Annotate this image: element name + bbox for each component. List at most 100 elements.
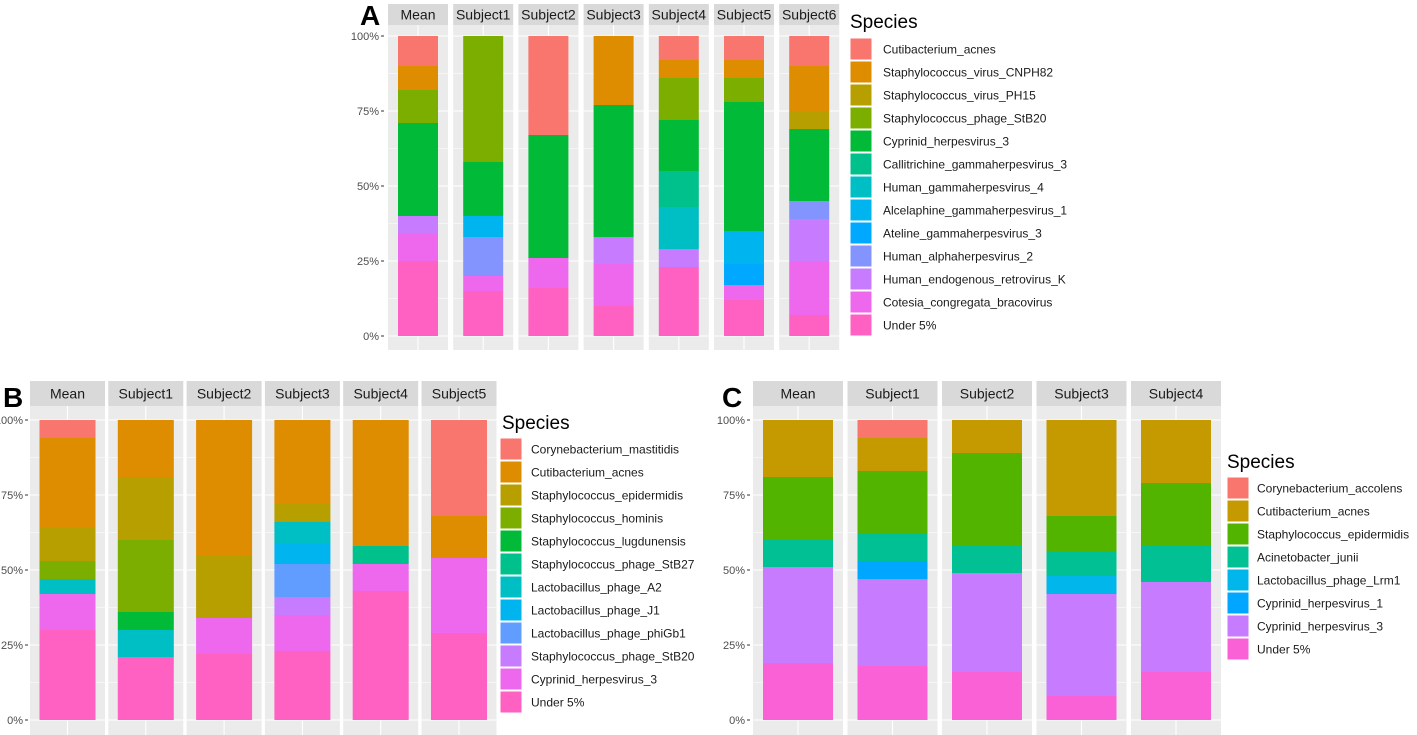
facet-subject2: Subject2: [186, 381, 262, 735]
facet-subject4: Subject4: [343, 381, 419, 735]
legend-key: [499, 437, 523, 461]
bar-segment: [528, 135, 569, 258]
legend-key: [1226, 545, 1250, 569]
legend-label: Human_gammaherpesvirus_4: [883, 181, 1044, 195]
bar-segment: [463, 237, 504, 276]
bar-segment: [763, 420, 833, 477]
legend-label: Cutibacterium_acnes: [531, 466, 644, 480]
legend-key: [499, 667, 523, 691]
y-tick-label: 75%: [1, 490, 23, 502]
facet-strip-label: Subject5: [717, 7, 772, 23]
bar-segment: [658, 249, 699, 267]
bar-segment: [1141, 483, 1211, 546]
bar-segment: [1046, 516, 1117, 552]
bar-segment: [952, 453, 1022, 546]
bar-segment: [1141, 420, 1211, 483]
legend-label: Human_endogenous_retrovirus_K: [883, 273, 1066, 287]
bar-segment: [1046, 594, 1117, 696]
bar-segment: [1046, 696, 1117, 720]
facet-subject1: Subject1: [453, 4, 514, 350]
legend-key: [1226, 499, 1250, 523]
facet-strip: [264, 381, 340, 406]
legend-key: [1226, 637, 1250, 661]
bar-segment: [763, 540, 833, 567]
facet-strip: [648, 4, 709, 25]
legend-key: [849, 267, 873, 291]
bar-segment: [789, 129, 830, 201]
bar-segment: [857, 438, 928, 471]
bar-segment: [117, 612, 174, 630]
legend-label: Cyprinid_herpesvirus_1: [1257, 597, 1383, 611]
bar-segment: [39, 561, 96, 579]
facet-subject1: Subject1: [108, 381, 184, 735]
bar-segment: [593, 36, 634, 105]
bar-segment: [463, 36, 504, 162]
facet-subject1: Subject1: [847, 381, 938, 735]
bar-segment: [39, 528, 96, 561]
bar-segment: [39, 438, 96, 528]
bar-segment: [528, 288, 569, 336]
legend-label: Human_alphaherpesvirus_2: [883, 250, 1033, 264]
legend-key: [849, 290, 873, 314]
bar-segment: [789, 261, 830, 315]
facet-strip-label: Subject1: [119, 386, 174, 402]
bar-segment: [593, 237, 634, 264]
panel-label: C: [722, 382, 742, 413]
bar-segment: [463, 291, 504, 336]
bar-segment: [463, 216, 504, 237]
facet-strip: [108, 381, 184, 406]
bar-segment: [789, 66, 830, 111]
bar-segment: [763, 663, 833, 720]
bar-segment: [398, 36, 438, 66]
bar-segment: [658, 36, 699, 60]
bar-segment: [1141, 546, 1211, 582]
bar-segment: [117, 630, 174, 657]
facet-subject3: Subject3: [583, 4, 644, 350]
facet-mean: Mean: [30, 381, 105, 735]
legend-label: Cutibacterium_acnes: [1257, 505, 1370, 519]
bar-segment: [952, 672, 1022, 720]
y-tick-label: 50%: [723, 565, 745, 577]
bar-segment: [398, 123, 438, 216]
facet-strip-label: Subject2: [521, 7, 576, 23]
bar-segment: [952, 420, 1022, 453]
facet-subject4: Subject4: [1131, 381, 1221, 735]
legend-label: Ateline_gammaherpesvirus_3: [883, 227, 1042, 241]
bar-segment: [196, 420, 253, 555]
bar-segment: [274, 597, 331, 615]
bar-segment: [1141, 582, 1211, 672]
bar-segment: [724, 78, 764, 102]
y-tick-label: 25%: [723, 640, 745, 652]
legend-key: [499, 552, 523, 576]
bar-segment: [724, 285, 764, 300]
legend-key: [849, 313, 873, 337]
facet-subject4: Subject4: [648, 4, 709, 350]
panel-a: A 0% 25% 50% 75% 100% Mean Subject1 Subject2 Subj…: [351, 0, 1067, 350]
facet-strip: [30, 381, 105, 406]
legend-key: [849, 198, 873, 222]
legend: Species Corynebacterium_accolens Cutibacte…: [1226, 452, 1409, 661]
legend-label: Cyprinid_herpesvirus_3: [883, 135, 1009, 149]
bar-segment: [274, 615, 331, 651]
legend-key: [1226, 522, 1250, 546]
facet-subject6: Subject6: [779, 4, 840, 350]
bar-segment: [117, 420, 174, 477]
y-tick-label: 0%: [363, 331, 379, 343]
legend-key: [499, 644, 523, 668]
bar-segment: [528, 36, 569, 135]
legend-key: [499, 598, 523, 622]
legend-key: [849, 106, 873, 130]
facet-subject5: Subject5: [421, 381, 497, 735]
legend-label: Staphylococcus_lugdunensis: [531, 535, 686, 549]
legend-key: [849, 129, 873, 153]
bar-segment: [952, 546, 1022, 573]
facet-strip: [1036, 381, 1127, 406]
bar-segment: [352, 546, 409, 564]
bar-segment: [274, 651, 331, 720]
panel-b: B 0% 25% 50% 75% 100% Mean Subject1 Subject2 Subj…: [0, 381, 695, 735]
y-tick-label: 75%: [723, 490, 745, 502]
legend-label: Staphylococcus_epidermidis: [1257, 528, 1409, 542]
bar-segment: [658, 120, 699, 171]
legend-label: Lactobacillus_phage_J1: [531, 604, 660, 618]
bar-segment: [117, 540, 174, 612]
